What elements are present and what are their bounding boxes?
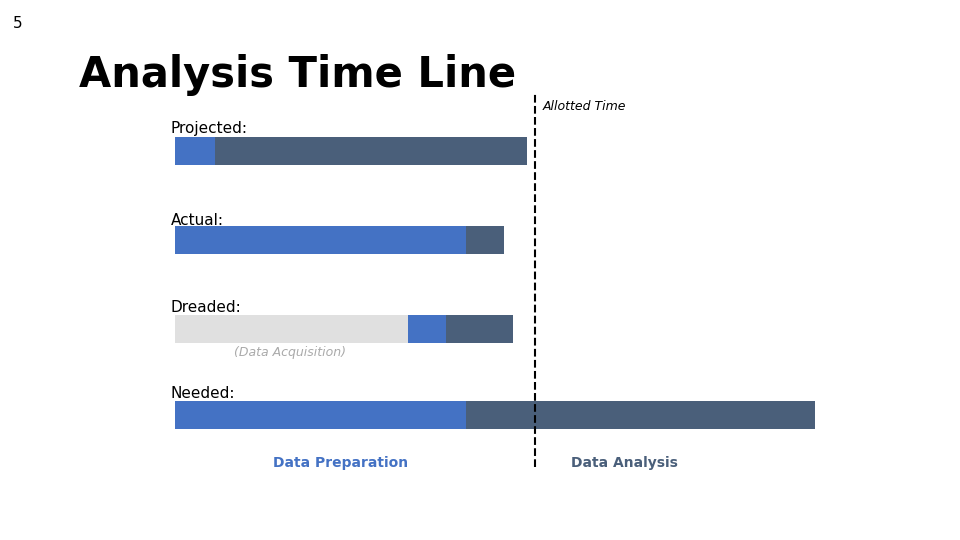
Bar [215, 137, 527, 165]
Text: Dreaded:: Dreaded: [171, 300, 242, 315]
Text: 5: 5 [12, 16, 22, 31]
Bar [466, 226, 505, 254]
Bar [175, 226, 466, 254]
Text: Needed:: Needed: [171, 386, 235, 401]
Bar [466, 401, 472, 429]
Bar [175, 137, 215, 165]
Text: Analysis Time Line: Analysis Time Line [79, 54, 516, 96]
Text: (Data Acquisition): (Data Acquisition) [234, 346, 346, 359]
Text: Projected:: Projected: [171, 122, 248, 137]
Text: Allotted Time: Allotted Time [542, 100, 626, 113]
Bar [408, 315, 445, 343]
Text: Data Preparation: Data Preparation [274, 456, 408, 470]
Bar [445, 315, 513, 343]
Bar [175, 401, 466, 429]
Bar [175, 315, 408, 343]
Text: Actual:: Actual: [171, 213, 224, 228]
Bar [472, 401, 815, 429]
Text: Data Analysis: Data Analysis [570, 456, 678, 470]
